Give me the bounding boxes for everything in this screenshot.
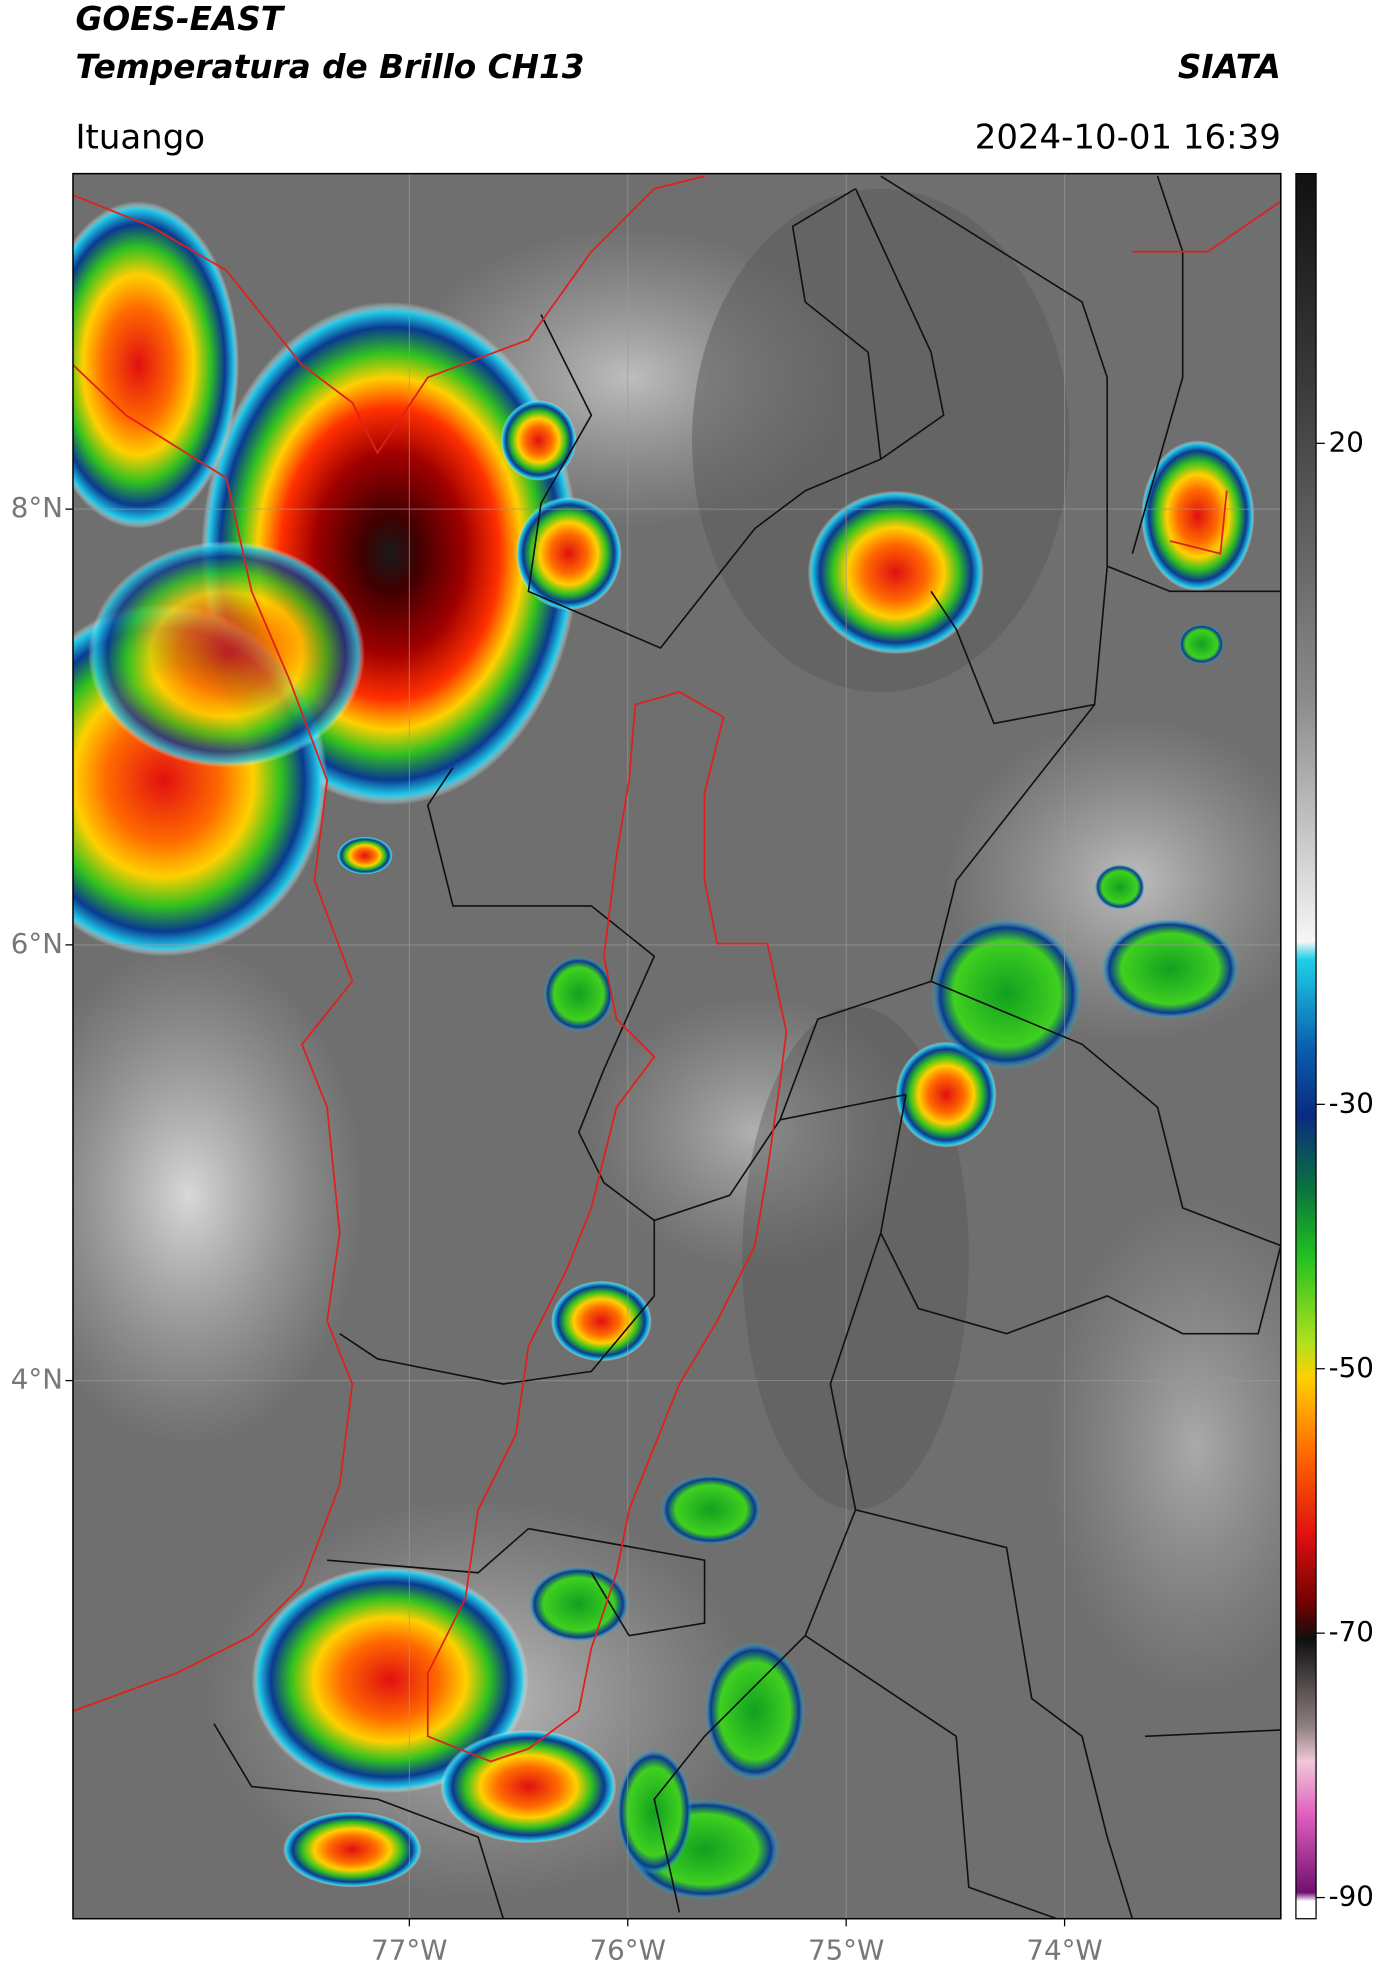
x-tick-label: 74°W — [1026, 1933, 1102, 1966]
colorbar-tick-label: -30 — [1329, 1086, 1374, 1119]
colorbar-tick-label: -70 — [1329, 1615, 1374, 1648]
x-tick-label: 75°W — [808, 1933, 884, 1966]
colorbar-tick-label: -50 — [1329, 1351, 1374, 1384]
colorbar-tick-label: -90 — [1329, 1880, 1374, 1913]
subtitle: Temperatura de Brillo CH13 — [75, 48, 584, 86]
colorbar — [1295, 172, 1317, 1920]
satellite-image — [72, 173, 1281, 1919]
x-tick-label: 76°W — [590, 1933, 666, 1966]
colorbar-tick-label: 20 — [1329, 425, 1364, 458]
x-tick-label: 77°W — [371, 1933, 447, 1966]
map-frame — [72, 172, 1282, 1920]
y-tick-label: 6°N — [11, 927, 63, 960]
y-tick-label: 8°N — [11, 491, 63, 524]
y-tick-label: 4°N — [11, 1363, 63, 1396]
datetime: 2024-10-01 16:39 — [975, 117, 1281, 157]
source: SIATA — [1178, 48, 1281, 86]
title: GOES-EAST — [75, 0, 285, 38]
location: Ituango — [75, 117, 205, 157]
